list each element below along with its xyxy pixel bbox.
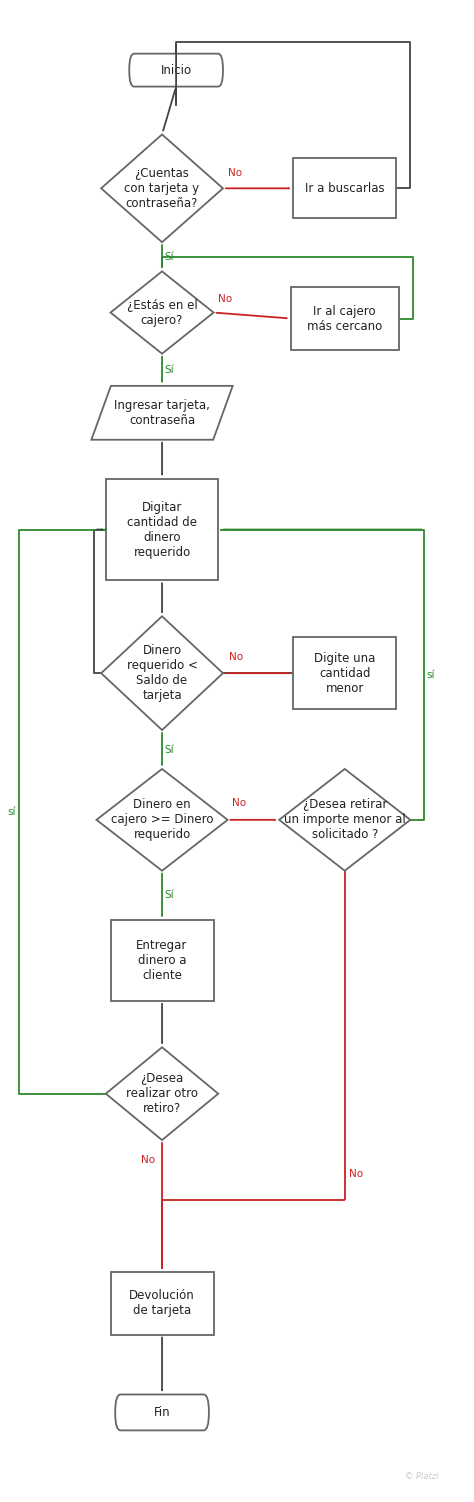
Text: Sí: Sí — [164, 745, 174, 754]
Text: ¿Cuentas
con tarjeta y
contraseña?: ¿Cuentas con tarjeta y contraseña? — [125, 167, 200, 210]
Text: ¿Estás en el
cajero?: ¿Estás en el cajero? — [127, 299, 198, 326]
Bar — [291, 287, 399, 350]
Text: Dinero
requerido <
Saldo de
tarjeta: Dinero requerido < Saldo de tarjeta — [127, 644, 198, 701]
Polygon shape — [106, 1047, 218, 1140]
Text: Sí: Sí — [164, 365, 174, 376]
Polygon shape — [279, 769, 410, 871]
Polygon shape — [97, 769, 228, 871]
Text: © Platzi: © Platzi — [405, 1472, 438, 1481]
Text: No: No — [218, 294, 232, 303]
Text: Ir al cajero
más cercano: Ir al cajero más cercano — [307, 305, 383, 332]
Text: Entregar
dinero a
cliente: Entregar dinero a cliente — [137, 939, 188, 982]
Text: Inicio: Inicio — [161, 63, 191, 77]
Text: No: No — [228, 168, 242, 179]
Text: Devolución
de tarjeta: Devolución de tarjeta — [129, 1289, 195, 1317]
Text: Fin: Fin — [154, 1406, 170, 1419]
Text: No: No — [232, 799, 246, 808]
Polygon shape — [91, 386, 233, 440]
Bar — [106, 479, 218, 580]
Text: sí: sí — [427, 670, 435, 680]
Bar — [293, 637, 396, 709]
Text: Dinero en
cajero >= Dinero
requerido: Dinero en cajero >= Dinero requerido — [111, 799, 213, 841]
Text: ¿Desea retirar
un importe menor al
solicitado ?: ¿Desea retirar un importe menor al solic… — [284, 799, 406, 841]
Text: Digitar
cantidad de
dinero
requerido: Digitar cantidad de dinero requerido — [127, 500, 197, 559]
Text: Ir a buscarlas: Ir a buscarlas — [305, 182, 384, 195]
Text: Ingresar tarjeta,
contraseña: Ingresar tarjeta, contraseña — [114, 400, 210, 427]
Text: ¿Desea
realizar otro
retiro?: ¿Desea realizar otro retiro? — [126, 1072, 198, 1114]
Text: No: No — [141, 1155, 155, 1164]
Text: Sí: Sí — [164, 891, 174, 900]
FancyBboxPatch shape — [129, 54, 223, 87]
Text: Digite una
cantidad
menor: Digite una cantidad menor — [314, 652, 375, 695]
Polygon shape — [110, 272, 214, 353]
Polygon shape — [101, 616, 223, 730]
Bar — [293, 158, 396, 218]
Bar — [110, 921, 214, 1000]
FancyBboxPatch shape — [115, 1394, 209, 1430]
Text: sí: sí — [8, 807, 16, 817]
Text: Sí: Sí — [164, 252, 174, 261]
Polygon shape — [101, 135, 223, 242]
Text: No: No — [228, 652, 243, 662]
Bar — [110, 1272, 214, 1335]
Text: No: No — [349, 1170, 364, 1179]
